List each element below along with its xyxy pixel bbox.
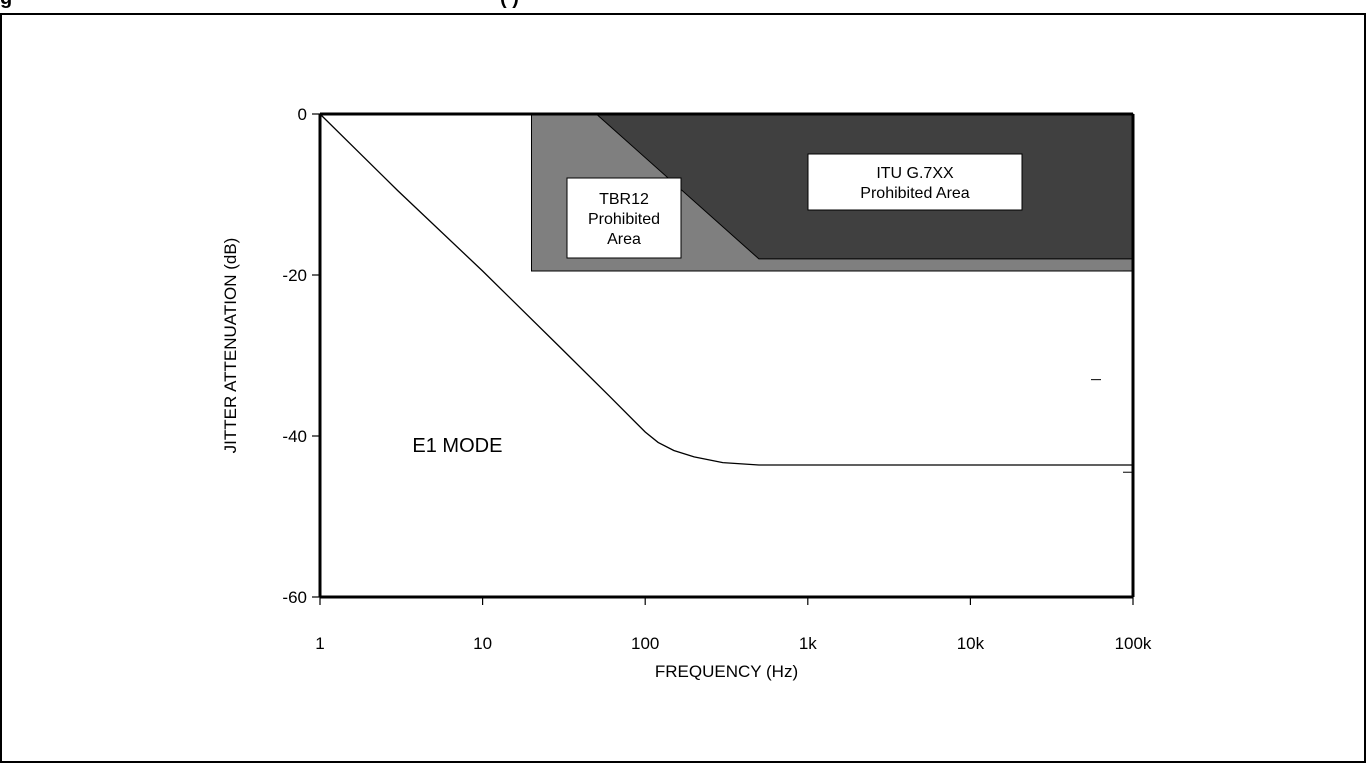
curve-layer bbox=[319, 113, 1133, 466]
attenuation-curve-0 bbox=[319, 113, 1133, 466]
y-tick-label-1: -20 bbox=[282, 266, 307, 285]
y-tick-label-3: -60 bbox=[282, 588, 307, 607]
ticks-layer: 1 10 100 1k 10k 100k 0 -20 -40 -60 bbox=[282, 105, 1152, 653]
x-tick-label-0: 1 bbox=[315, 634, 324, 653]
tbr12-region-label-line-2: Area bbox=[607, 231, 641, 248]
axes-layer bbox=[318, 112, 1135, 599]
itu-region-label-box bbox=[807, 153, 1023, 211]
y-tick-label-0: 0 bbox=[298, 105, 307, 124]
y-axis-label: JITTER ATTENUATION (dB) bbox=[221, 238, 240, 454]
tbr12-region-label-line-1: Prohibited bbox=[588, 211, 660, 228]
tbr12-region-label-line-0: TBR12 bbox=[599, 191, 649, 208]
tbr12-region-label: TBR12 Prohibited Area bbox=[566, 177, 682, 259]
itu-region-label: ITU G.7XX Prohibited Area bbox=[807, 153, 1023, 211]
x-axis-label: FREQUENCY (Hz) bbox=[655, 662, 798, 681]
itu-region-label-line-1: Prohibited Area bbox=[860, 185, 970, 202]
labels-layer: TBR12 Prohibited Area ITU G.7XX Prohibited A… bbox=[221, 153, 1023, 681]
x-tick-label-1: 10 bbox=[473, 634, 492, 653]
tbr12-region-label-box bbox=[566, 177, 682, 259]
y-tick-label-2: -40 bbox=[282, 427, 307, 446]
x-tick-label-4: 10k bbox=[957, 634, 985, 653]
figure-border bbox=[0, 13, 1366, 763]
page-heading-fragment-right: ( ) bbox=[500, 0, 519, 9]
x-tick-label-3: 1k bbox=[799, 634, 817, 653]
annotation-e1-mode: E1 MODE bbox=[412, 435, 502, 457]
page-heading-fragment: g bbox=[0, 0, 12, 9]
x-tick-label-2: 100 bbox=[631, 634, 659, 653]
itu-region-label-line-0: ITU G.7XX bbox=[876, 165, 954, 182]
x-tick-label-5: 100k bbox=[1115, 634, 1152, 653]
